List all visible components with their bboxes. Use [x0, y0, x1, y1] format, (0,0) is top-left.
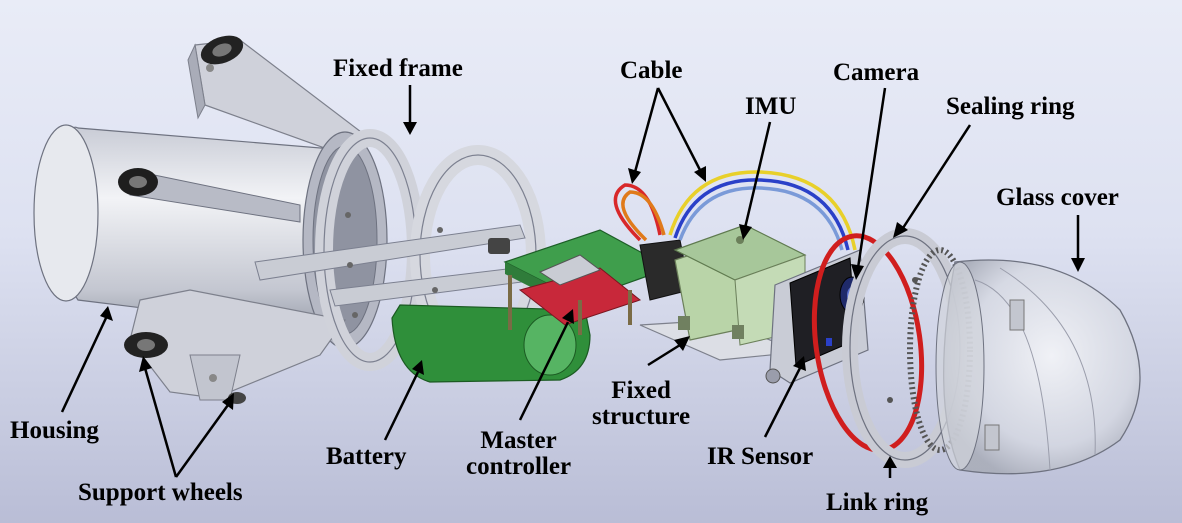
- arrow-fixed-structure: [647, 336, 690, 367]
- label-master-controller: Master controller: [466, 427, 572, 481]
- arrow-link-ring: [883, 456, 897, 478]
- label-fixed-structure-line1: Fixed: [611, 377, 671, 404]
- arrow-master-controller: [518, 309, 574, 421]
- cables: [613, 170, 857, 251]
- label-battery: Battery: [326, 443, 407, 470]
- glass-dome: [935, 259, 1141, 475]
- arrow-imu: [739, 121, 772, 240]
- label-master-controller-line1: Master: [480, 427, 557, 454]
- arrow-support-wheel-left: [139, 356, 178, 478]
- label-glass-cover: Glass cover: [996, 184, 1119, 211]
- label-cable: Cable: [620, 57, 683, 84]
- arrow-sealing-ring: [893, 124, 972, 238]
- lower-support-arm: [124, 289, 347, 404]
- arrow-cable-left: [628, 87, 660, 184]
- label-master-controller-line2: controller: [466, 453, 572, 481]
- label-imu: IMU: [745, 93, 797, 120]
- upper-support-arm: [187, 35, 367, 151]
- arrow-glass-cover: [1071, 215, 1085, 272]
- housing-belt: [118, 168, 301, 223]
- arrow-support-wheel-right: [174, 393, 234, 478]
- label-link-ring: Link ring: [826, 489, 929, 516]
- arrow-ir-sensor: [763, 356, 806, 438]
- arrow-fixed-frame: [403, 85, 417, 135]
- arrow-housing: [60, 306, 113, 413]
- label-support-wheels: Support wheels: [78, 479, 243, 506]
- label-fixed-structure: Fixed structure: [592, 377, 691, 431]
- arrow-cable-right: [656, 87, 706, 182]
- label-housing: Housing: [10, 417, 99, 444]
- master-controller-board: [488, 229, 691, 335]
- label-fixed-structure-line2: structure: [592, 403, 691, 431]
- arrow-battery: [383, 360, 424, 441]
- label-fixed-frame: Fixed frame: [333, 55, 463, 82]
- callout-arrows: [60, 85, 1085, 478]
- arrow-camera: [851, 87, 887, 280]
- label-ir-sensor: IR Sensor: [707, 443, 814, 470]
- label-camera: Camera: [833, 59, 920, 86]
- label-sealing-ring: Sealing ring: [946, 93, 1075, 120]
